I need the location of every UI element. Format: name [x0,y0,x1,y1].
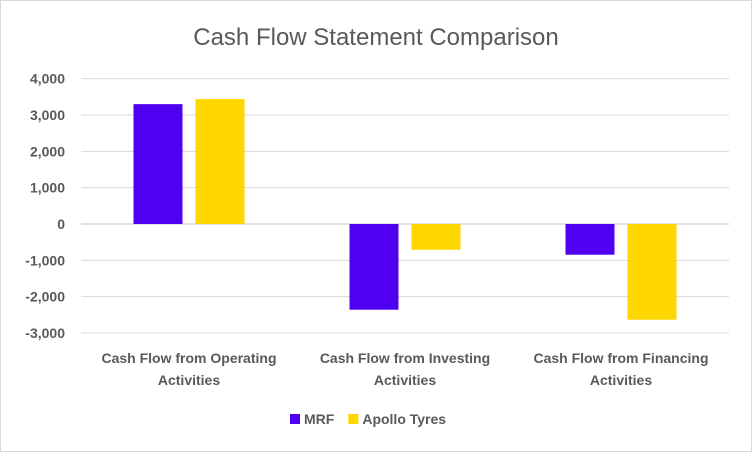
y-tick-label: -3,000 [25,325,65,341]
y-tick-label: 1,000 [30,180,65,196]
legend-swatch [348,414,359,424]
legend-label: MRF [304,411,335,427]
y-tick-label: 4,000 [30,71,65,87]
legend-label: Apollo Tyres [362,411,446,427]
y-tick-label: 0 [57,216,65,232]
x-category-label: Activities [158,372,220,388]
x-category-label: Cash Flow from Financing [533,350,708,366]
y-tick-label: 2,000 [30,143,65,159]
x-category-label: Cash Flow from Operating [101,350,276,366]
bar-mrf [565,224,615,255]
bar-apollo-tyres [195,99,245,224]
y-tick-label: 3,000 [30,107,65,123]
bar-apollo-tyres [627,224,677,320]
x-category-label: Activities [590,372,652,388]
bar-mrf [133,104,183,224]
x-category-label: Cash Flow from Investing [320,350,490,366]
y-tick-label: -1,000 [25,252,65,268]
chart-title: Cash Flow Statement Comparison [193,24,558,51]
x-category-label: Activities [374,372,436,388]
y-tick-label: -2,000 [25,289,65,305]
bar-apollo-tyres [411,224,461,250]
bar-mrf [349,224,399,310]
legend-swatch [290,414,300,424]
